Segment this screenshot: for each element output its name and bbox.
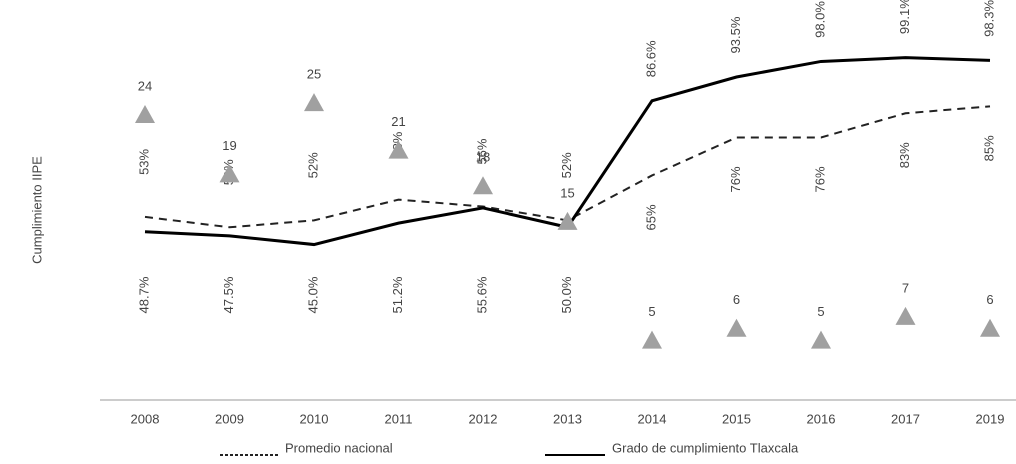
triangle-marker bbox=[895, 306, 916, 325]
data-label: 25 bbox=[307, 67, 321, 82]
triangle-marker bbox=[811, 330, 831, 349]
x-tick-label: 2013 bbox=[553, 411, 582, 426]
data-label: 21 bbox=[391, 114, 405, 129]
data-label: 99.1% bbox=[897, 0, 912, 34]
data-label: 6 bbox=[986, 292, 993, 307]
data-label: 18 bbox=[476, 150, 490, 165]
data-label: 93.5% bbox=[728, 16, 743, 53]
data-label: 19 bbox=[222, 138, 236, 153]
x-tick-label: 2016 bbox=[807, 411, 836, 426]
legend-label: Grado de cumplimiento Tlaxcala bbox=[612, 440, 799, 455]
data-label: 76% bbox=[812, 166, 827, 192]
data-label: 52% bbox=[305, 152, 320, 178]
data-label: 15 bbox=[560, 185, 574, 200]
data-label: 7 bbox=[902, 280, 909, 295]
data-label: 6 bbox=[733, 292, 740, 307]
data-label: 65% bbox=[643, 204, 658, 230]
data-label: 98.3% bbox=[981, 0, 996, 37]
triangle-marker bbox=[557, 211, 578, 230]
data-label: 5 bbox=[817, 304, 824, 319]
triangle-marker bbox=[219, 164, 240, 183]
triangle-marker bbox=[388, 140, 409, 159]
triangle-marker bbox=[304, 93, 324, 112]
data-label: 56% bbox=[474, 138, 489, 164]
data-label: 5 bbox=[648, 304, 655, 319]
x-tick-label: 2019 bbox=[976, 411, 1005, 426]
data-label: 98.0% bbox=[812, 1, 827, 38]
triangle-marker bbox=[642, 330, 662, 349]
triangle-marker bbox=[726, 318, 747, 337]
data-label: 53% bbox=[136, 148, 151, 174]
x-tick-label: 2017 bbox=[891, 411, 920, 426]
data-label: 47.5% bbox=[221, 276, 236, 313]
y-axis-label: Cumplimiento IIPE bbox=[29, 156, 44, 264]
x-tick-label: 2012 bbox=[469, 411, 498, 426]
data-label: 51.2% bbox=[390, 276, 405, 313]
triangle-marker bbox=[980, 318, 1000, 337]
legend-label: Promedio nacional bbox=[285, 440, 393, 455]
data-label: 24 bbox=[138, 78, 152, 93]
data-label: 45.0% bbox=[305, 276, 320, 313]
data-label: 55.6% bbox=[474, 276, 489, 313]
data-label: 86.6% bbox=[643, 40, 658, 77]
x-tick-label: 2014 bbox=[638, 411, 667, 426]
data-label: 76% bbox=[728, 166, 743, 192]
x-tick-label: 2015 bbox=[722, 411, 751, 426]
x-tick-label: 2008 bbox=[131, 411, 160, 426]
triangle-marker bbox=[473, 176, 493, 195]
triangle-marker bbox=[135, 105, 155, 123]
data-label: 52% bbox=[559, 152, 574, 178]
data-label: 83% bbox=[897, 142, 912, 168]
data-label: 85% bbox=[981, 135, 996, 161]
data-label: 50.0% bbox=[559, 276, 574, 313]
x-tick-label: 2011 bbox=[385, 411, 413, 426]
x-tick-label: 2009 bbox=[215, 411, 244, 426]
data-label: 48.7% bbox=[136, 276, 151, 313]
x-tick-label: 2010 bbox=[300, 411, 329, 426]
